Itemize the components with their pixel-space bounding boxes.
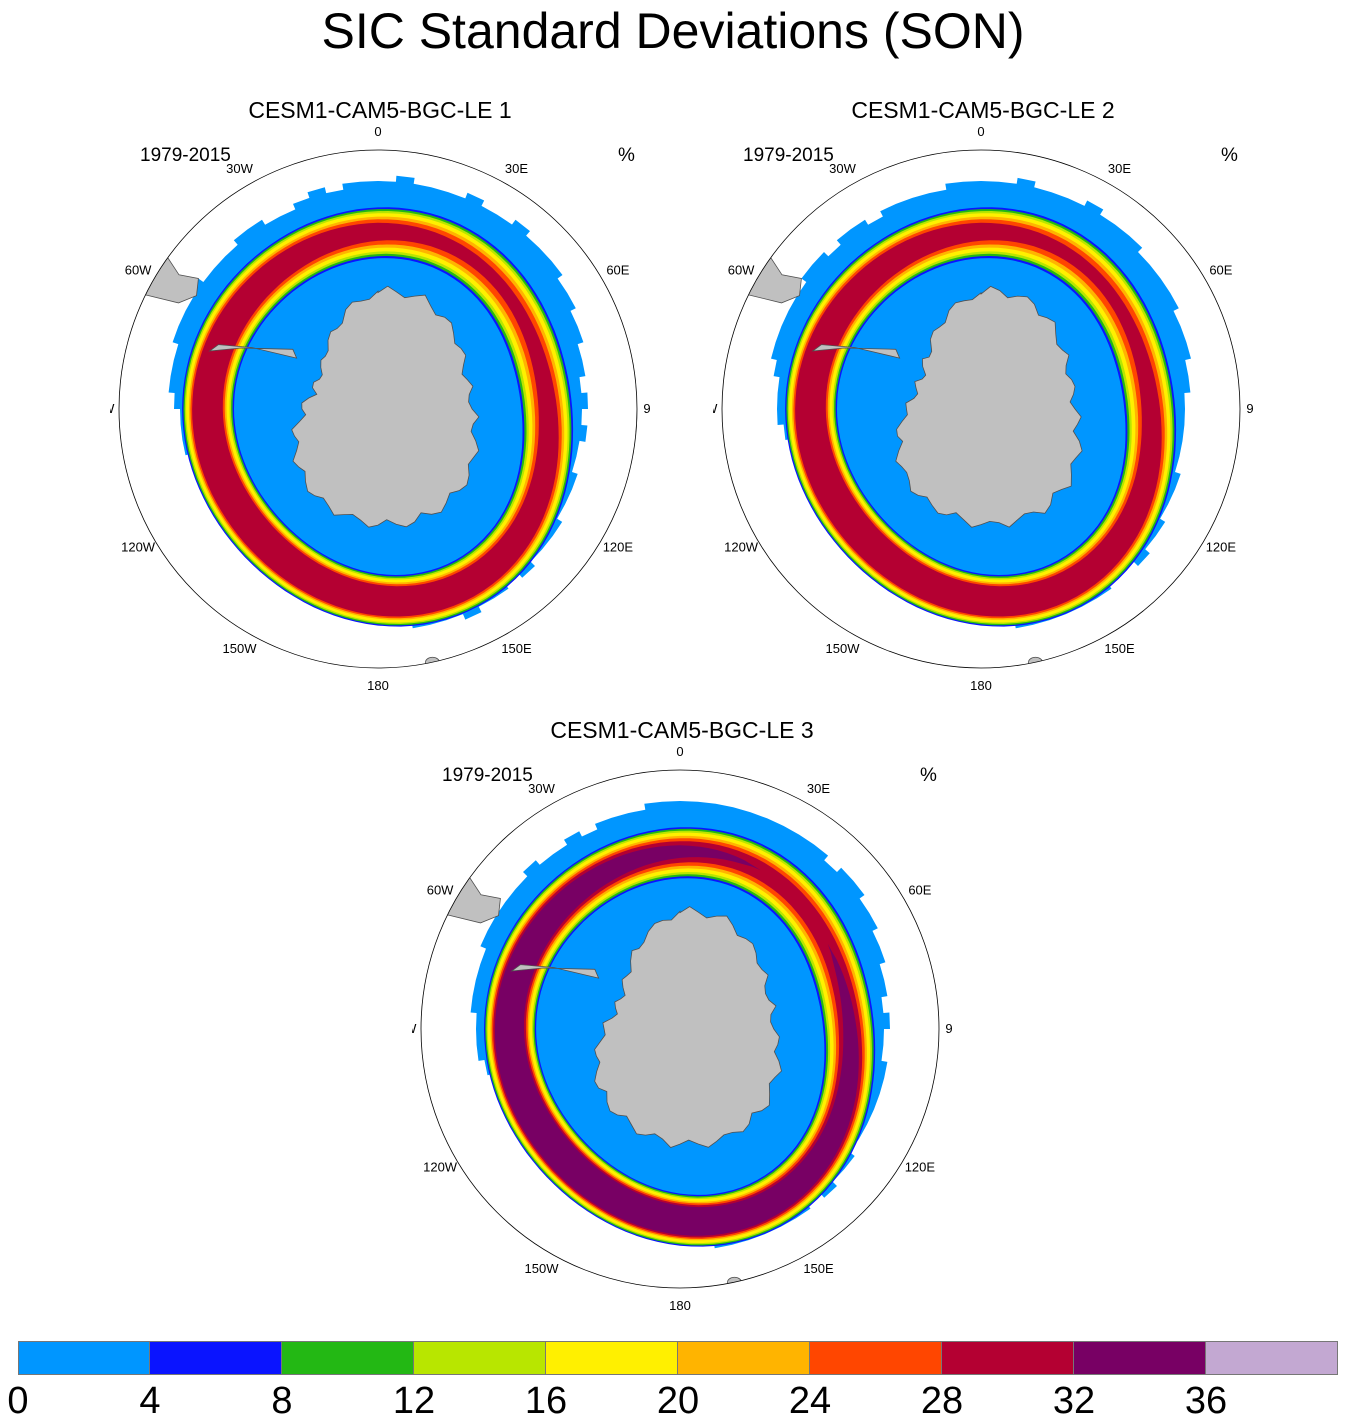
- panel-title: CESM1-CAM5-BGC-LE 2: [851, 97, 1115, 123]
- longitude-label: 150W: [525, 1261, 560, 1276]
- longitude-label: 180: [970, 678, 992, 693]
- map-boundary: [721, 149, 1241, 669]
- longitude-label: 150W: [223, 641, 258, 656]
- longitude-label: 30E: [1108, 161, 1131, 176]
- longitude-label: 60E: [1209, 263, 1232, 278]
- antarctica-landmass: [895, 285, 1083, 528]
- period-label: 1979-2015: [743, 145, 834, 166]
- antarctica-landmass: [594, 906, 782, 1148]
- longitude-label: 120E: [603, 540, 634, 555]
- map-boundary: [118, 149, 638, 669]
- colorbar-box: [810, 1341, 942, 1374]
- longitude-label: 90W: [110, 401, 115, 416]
- colorbar-tick-label: 32: [1052, 1380, 1096, 1422]
- colorbar-box: [678, 1341, 810, 1374]
- longitude-label: 150E: [501, 641, 532, 656]
- polar-map: 0 30E 60E 90E 120E 150E 180 150W 120W 90W 60W 30W: [110, 124, 650, 693]
- longitude-label: 60E: [908, 883, 931, 898]
- longitude-label: 90E: [945, 1021, 952, 1036]
- figure-title: SIC Standard Deviations (SON): [321, 3, 1025, 59]
- longitude-label: 30W: [226, 161, 253, 176]
- colorbar-tick-label: 4: [139, 1380, 161, 1422]
- map-boundary: [420, 769, 940, 1289]
- colorbar-tick-label: 28: [920, 1380, 964, 1422]
- longitude-label: 0: [374, 124, 381, 139]
- longitude-label: 180: [669, 1298, 691, 1313]
- colorbar-tick-label: 16: [524, 1380, 568, 1422]
- panel-2: CESM1-CAM5-BGC-LE 2 1979-2015 % 0 30E 60E 9…: [713, 97, 1253, 697]
- longitude-label: 120W: [121, 540, 156, 555]
- panel-title: CESM1-CAM5-BGC-LE 3: [550, 717, 814, 743]
- longitude-label: 60W: [427, 883, 454, 898]
- panel-title: CESM1-CAM5-BGC-LE 1: [248, 97, 512, 123]
- longitude-label: 150E: [803, 1261, 834, 1276]
- longitude-label: 30E: [505, 161, 528, 176]
- colorbar: [18, 1341, 1338, 1375]
- colorbar-tick-label: 0: [7, 1380, 29, 1422]
- longitude-label: 90W: [713, 401, 718, 416]
- colorbar-box: [282, 1341, 414, 1374]
- colorbar-box: [414, 1341, 546, 1374]
- colorbar-tick-label: 12: [392, 1380, 436, 1422]
- longitude-label: 120E: [1206, 540, 1237, 555]
- longitude-label: 0: [977, 124, 984, 139]
- longitude-label: 180: [367, 678, 389, 693]
- longitude-label: 30E: [807, 781, 830, 796]
- colorbar-frame: [18, 1341, 1338, 1375]
- period-label: 1979-2015: [442, 765, 533, 786]
- longitude-label: 60W: [728, 263, 755, 278]
- colorbar-box: [942, 1341, 1074, 1374]
- units-label: %: [1221, 145, 1238, 166]
- longitude-label: 150W: [826, 641, 861, 656]
- longitude-label: 60W: [125, 263, 152, 278]
- period-label: 1979-2015: [140, 145, 231, 166]
- longitude-label: 30W: [829, 161, 856, 176]
- longitude-label: 30W: [528, 781, 555, 796]
- colorbar-box: [150, 1341, 282, 1374]
- panel-1: CESM1-CAM5-BGC-LE 1 1979-2015 % 0 30E 60E 9…: [110, 97, 650, 697]
- longitude-label: 150E: [1104, 641, 1135, 656]
- longitude-label: 120W: [724, 540, 759, 555]
- antarctica-landmass: [291, 285, 480, 528]
- colorbar-tick-label: 24: [788, 1380, 832, 1422]
- sic-level-2: [786, 209, 1175, 626]
- polar-map: 0 30E 60E 90E 120E 150E 180 150W 120W 90W 60W 30W: [713, 124, 1253, 693]
- colorbar-tick-label: 8: [271, 1380, 293, 1422]
- antarctic-peninsula: [811, 344, 901, 359]
- units-label: %: [618, 145, 635, 166]
- sic-level-2: [485, 828, 874, 1246]
- longitude-label: 120E: [905, 1160, 936, 1175]
- longitude-label: 90E: [1246, 401, 1253, 416]
- units-label: %: [920, 765, 937, 786]
- longitude-label: 120W: [423, 1160, 458, 1175]
- longitude-label: 0: [676, 744, 683, 759]
- colorbar-box: [546, 1341, 678, 1374]
- sic-level-2: [183, 209, 572, 626]
- panel-3: CESM1-CAM5-BGC-LE 3 1979-2015 % 0 30E 60E 9…: [412, 717, 952, 1317]
- colorbar-tick-label: 20: [656, 1380, 700, 1422]
- colorbar-tick-label: 36: [1184, 1380, 1228, 1422]
- polar-map: 0 30E 60E 90E 120E 150E 180 150W 120W 90W 60W 30W: [412, 744, 952, 1313]
- colorbar-box: [1206, 1341, 1338, 1374]
- antarctic-peninsula: [510, 964, 600, 979]
- longitude-label: 90E: [643, 401, 650, 416]
- longitude-label: 90W: [412, 1021, 417, 1036]
- colorbar-box: [18, 1341, 150, 1374]
- antarctic-peninsula: [208, 344, 298, 359]
- longitude-label: 60E: [606, 263, 629, 278]
- colorbar-box: [1074, 1341, 1206, 1374]
